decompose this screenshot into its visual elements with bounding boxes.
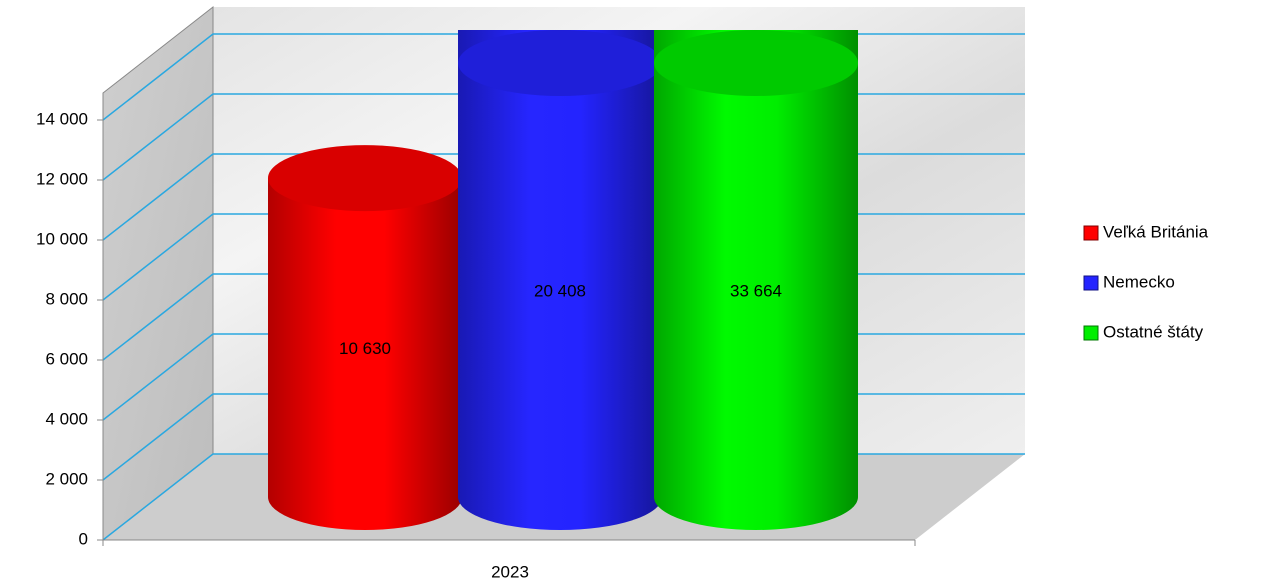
legend-swatch [1083, 275, 1099, 291]
x-tick-label: 2023 [491, 562, 529, 579]
legend-swatch [1083, 225, 1099, 241]
y-tick-label: 2 000 [45, 469, 88, 488]
bar [458, 30, 662, 530]
legend-label: Veľká Británia [1103, 222, 1209, 241]
y-tick-label: 8 000 [45, 289, 88, 308]
bar [268, 178, 462, 530]
side-wall [102, 5, 214, 542]
bar-top [654, 30, 858, 96]
legend-label: Nemecko [1103, 272, 1175, 291]
y-tick-label: 10 000 [36, 229, 88, 248]
legend-swatch [1083, 325, 1099, 341]
y-tick-label: 4 000 [45, 409, 88, 428]
data-label: 10 630 [339, 339, 391, 358]
y-tick-label: 14 000 [36, 109, 88, 128]
data-label: 33 664 [730, 281, 782, 300]
y-tick-label: 0 [79, 529, 88, 548]
y-tick-label: 12 000 [36, 169, 88, 188]
data-label: 20 408 [534, 281, 586, 300]
bar-top [458, 30, 662, 96]
y-tick-label: 6 000 [45, 349, 88, 368]
bar [654, 30, 858, 530]
bar-top [268, 145, 462, 212]
legend-label: Ostatné štáty [1103, 322, 1204, 341]
